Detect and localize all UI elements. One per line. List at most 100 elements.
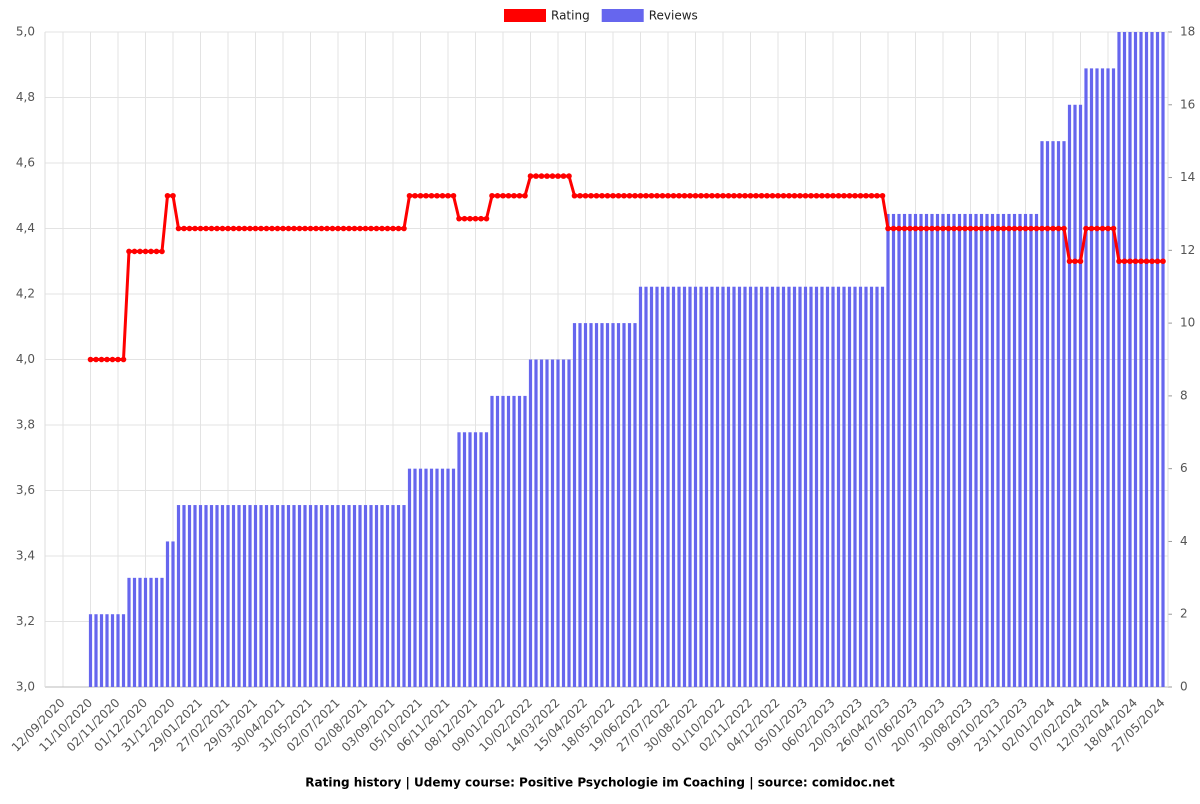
bar xyxy=(770,286,775,687)
bar xyxy=(600,323,604,687)
bar xyxy=(143,577,148,687)
bar xyxy=(792,286,797,687)
bar xyxy=(121,614,126,687)
legend-swatch xyxy=(504,9,546,22)
rating-point xyxy=(863,192,869,199)
rating-point xyxy=(879,192,886,199)
bar xyxy=(523,395,527,687)
bar xyxy=(759,286,764,687)
rating-point xyxy=(203,225,209,232)
bar xyxy=(1001,213,1006,687)
rating-point xyxy=(544,173,550,179)
bar xyxy=(803,286,808,687)
rating-point xyxy=(725,192,732,199)
bar xyxy=(1062,141,1066,687)
rating-point xyxy=(1011,225,1018,232)
bar xyxy=(880,286,885,687)
rating-point xyxy=(648,192,655,199)
rating-point xyxy=(313,225,319,232)
bar xyxy=(198,505,203,687)
bar xyxy=(858,286,863,687)
rating-point xyxy=(1088,225,1095,232)
bar xyxy=(391,505,395,687)
rating-point xyxy=(489,192,495,199)
rating-point xyxy=(852,192,858,199)
rating-point xyxy=(142,248,149,255)
rating-point xyxy=(604,192,611,199)
rating-point xyxy=(247,225,253,232)
bar xyxy=(671,286,676,687)
bar xyxy=(380,505,384,687)
rating-point xyxy=(296,225,303,232)
bar xyxy=(974,213,978,687)
bar xyxy=(451,468,456,687)
bar xyxy=(1056,141,1061,687)
bar xyxy=(308,505,313,687)
bar xyxy=(165,541,170,687)
rating-point xyxy=(791,192,798,199)
rating-point xyxy=(494,192,501,199)
rating-point xyxy=(395,225,402,232)
rating-point xyxy=(912,225,919,232)
bar xyxy=(979,213,984,687)
rating-point xyxy=(824,192,831,199)
bar xyxy=(781,286,786,687)
rating-point xyxy=(280,225,286,232)
bar xyxy=(814,286,819,687)
bar xyxy=(517,395,522,687)
bar xyxy=(187,505,192,687)
rating-point xyxy=(175,225,182,232)
bar xyxy=(435,468,439,687)
y2-tick-label: 8 xyxy=(1180,388,1188,402)
bar xyxy=(754,286,758,687)
rating-point xyxy=(764,192,770,199)
rating-point xyxy=(571,192,578,199)
bar xyxy=(682,286,687,687)
bar xyxy=(732,286,736,687)
bar xyxy=(286,505,291,687)
rating-point xyxy=(423,192,429,199)
bar xyxy=(539,359,544,687)
rating-point xyxy=(483,215,490,222)
bar xyxy=(864,286,868,687)
rating-point xyxy=(830,192,836,199)
rating-point xyxy=(472,215,479,222)
y2-tick-label: 6 xyxy=(1180,461,1188,475)
bar xyxy=(798,286,802,687)
rating-point xyxy=(1050,225,1056,232)
bar xyxy=(330,505,335,687)
bar xyxy=(644,286,648,687)
bar xyxy=(204,505,208,687)
rating-point xyxy=(769,192,776,199)
bar xyxy=(275,505,280,687)
bar xyxy=(193,505,197,687)
rating-point xyxy=(291,225,297,232)
rating-point xyxy=(401,225,407,232)
rating-point xyxy=(533,173,539,179)
y2-tick-label: 14 xyxy=(1180,170,1195,184)
rating-point xyxy=(500,192,506,199)
rating-point xyxy=(148,248,154,255)
bar xyxy=(1067,104,1072,688)
rating-point xyxy=(192,225,198,232)
bar xyxy=(1150,32,1154,687)
rating-point xyxy=(808,192,814,199)
bar xyxy=(479,432,483,687)
rating-point xyxy=(907,225,913,232)
bar xyxy=(1045,141,1050,687)
bar xyxy=(561,359,566,687)
rating-point xyxy=(1017,225,1023,232)
rating-point xyxy=(555,173,561,179)
rating-point xyxy=(126,248,132,255)
rating-point xyxy=(164,192,171,199)
rating-point xyxy=(626,192,633,199)
rating-point xyxy=(1160,258,1166,265)
bar xyxy=(677,286,681,687)
legend-label: Rating xyxy=(551,9,590,23)
bar xyxy=(385,505,390,687)
rating-point xyxy=(560,173,567,179)
rating-point xyxy=(1105,225,1111,232)
bar xyxy=(1078,104,1083,688)
rating-point xyxy=(137,248,143,255)
